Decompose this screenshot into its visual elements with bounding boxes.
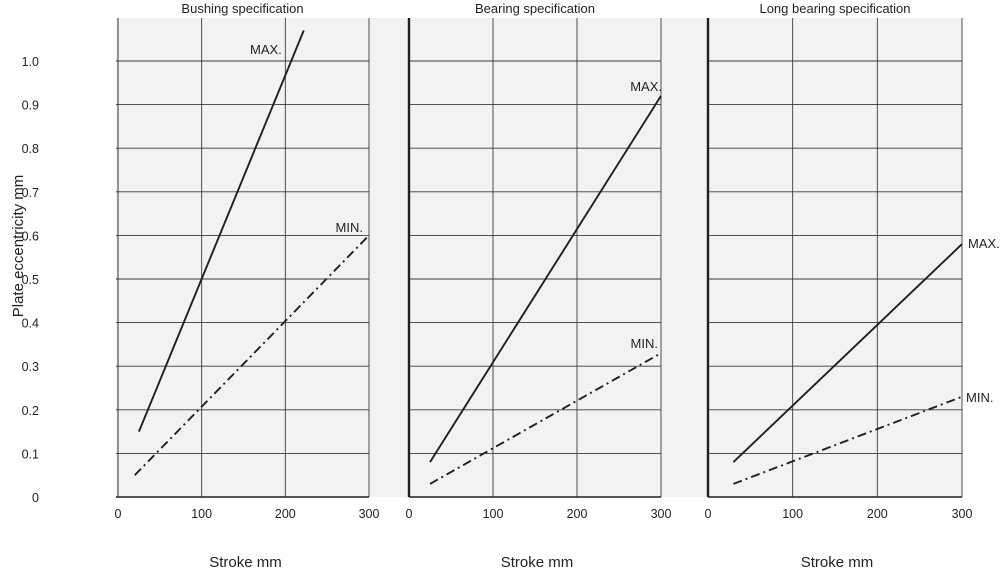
plot-area [708, 18, 962, 497]
x-tick-label: 300 [952, 507, 973, 521]
series-label: MIN. [631, 336, 658, 351]
panel-title: Bushing specification [181, 1, 303, 16]
panel-1: Bushing specification 0 100 200 300 Stroke mm… [115, 1, 380, 571]
x-axis-title: Stroke mm [209, 554, 282, 571]
panel-gap-2 [661, 18, 708, 497]
x-tick-label: 200 [567, 507, 588, 521]
x-tick-label: 200 [275, 507, 296, 521]
x-tick-label: 300 [651, 507, 672, 521]
series-line-max [429, 95, 662, 463]
series-line-min [429, 352, 662, 485]
x-tick-label: 100 [782, 507, 803, 521]
y-tick-label: 0.9 [22, 99, 39, 113]
x-tick-label: 100 [191, 507, 212, 521]
panel-title: Bearing specification [475, 1, 595, 16]
series-line-min [134, 234, 370, 476]
panel-3: Long bearing specification 0 100 200 300 Stro… [705, 1, 1000, 571]
plot-area [116, 18, 369, 497]
y-tick-label: 0.8 [22, 142, 39, 156]
x-tick-label: 300 [359, 507, 380, 521]
y-axis-title: Plate eccentricity mm [10, 175, 27, 318]
y-tick-label: 0.1 [22, 447, 39, 461]
x-tick-label: 200 [867, 507, 888, 521]
y-tick-label: 1.0 [22, 55, 39, 69]
chart-panels: Bushing specification 0 100 200 300 Stroke mm… [115, 1, 1000, 571]
y-tick-label: 0.4 [22, 317, 39, 331]
y-tick-labels: 0 0.1 0.2 0.3 0.4 0.5 0.6 0.7 0.8 0.9 1.0 [22, 55, 39, 505]
series-label: MIN. [966, 390, 993, 405]
series-label: MAX. [630, 79, 662, 94]
panel-gap-1 [369, 18, 409, 497]
panel-2: Bearing specification 0 100 200 300 Stroke mm… [406, 1, 672, 571]
y-tick-label: 0 [32, 491, 39, 505]
panel-title: Long bearing specification [759, 1, 910, 16]
y-tick-label: 0.7 [22, 186, 39, 200]
plot-area [409, 18, 661, 497]
x-axis-title: Stroke mm [801, 554, 874, 571]
x-tick-label: 0 [406, 507, 413, 521]
series-label: MAX. [968, 236, 1000, 251]
series-line-max [732, 243, 963, 463]
x-axis-title: Stroke mm [501, 554, 574, 571]
y-tick-label: 0.5 [22, 273, 39, 287]
series-line-min [733, 395, 963, 485]
series-line-max [138, 30, 305, 432]
y-tick-label: 0.6 [22, 229, 39, 243]
x-tick-label: 0 [115, 507, 122, 521]
y-tick-label: 0.2 [22, 404, 39, 418]
x-tick-label: 0 [705, 507, 712, 521]
series-label: MIN. [336, 220, 363, 235]
series-label: MAX. [250, 42, 282, 57]
y-tick-label: 0.3 [22, 360, 39, 374]
x-tick-label: 100 [483, 507, 504, 521]
